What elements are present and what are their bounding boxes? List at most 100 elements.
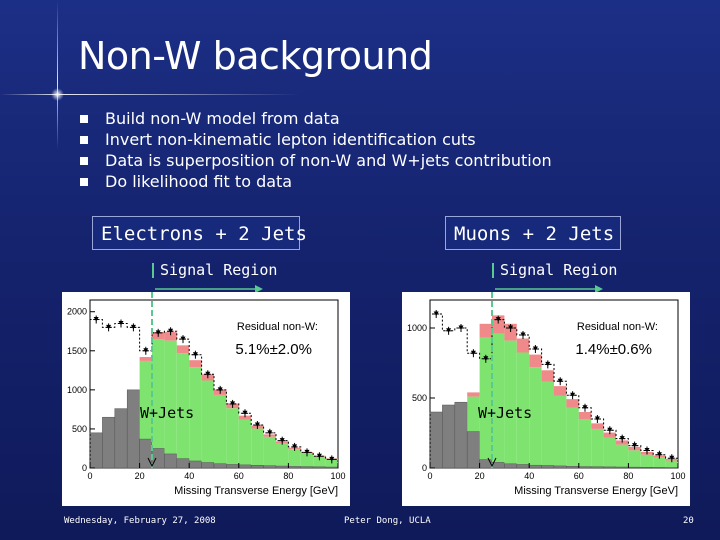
x-axis-label: Missing Transverse Energy [GeV] xyxy=(514,485,678,497)
data-point xyxy=(279,436,286,445)
footer-date: Wednesday, February 27, 2008 xyxy=(64,516,216,526)
wjets-bar xyxy=(288,449,301,467)
non-w-bar xyxy=(652,467,666,469)
data-point-marker xyxy=(93,317,99,322)
x-tick-label: 20 xyxy=(135,471,145,481)
y-tick-label: 500 xyxy=(412,393,427,403)
data-point xyxy=(631,441,638,450)
wjets-bar xyxy=(479,337,492,460)
non-w-bar xyxy=(226,464,240,469)
data-point-marker xyxy=(130,324,136,330)
non-w-bar xyxy=(479,459,493,469)
bullet-text: Data is superposition of non-W and W+jet… xyxy=(105,151,552,170)
wjets-bar xyxy=(504,340,517,464)
non-w-bar xyxy=(176,458,190,469)
data-point-marker xyxy=(118,320,124,326)
electrons-header-box: Electrons + 2 Jets xyxy=(92,216,307,250)
data-point xyxy=(507,324,514,332)
non-w-bar xyxy=(263,465,277,469)
y-tick-label: 2000 xyxy=(67,307,87,317)
wjets-bar xyxy=(176,353,190,459)
data-point-marker xyxy=(644,448,650,453)
bullet-item: Build non-W model from data xyxy=(80,108,552,129)
residual-non-w-label: Residual non-W: xyxy=(237,321,318,333)
wjets-bar xyxy=(152,339,165,449)
data-point xyxy=(105,323,112,332)
data-point-marker xyxy=(304,449,310,455)
data-outline xyxy=(429,313,679,468)
y-tick-label: 1000 xyxy=(407,323,427,333)
data-point-marker xyxy=(508,325,514,330)
wjets-bar xyxy=(251,428,264,466)
x-tick-label: 0 xyxy=(427,471,432,481)
signal-region-arrow-electrons xyxy=(155,285,263,293)
data-point xyxy=(520,331,526,339)
footer-page-number: 20 xyxy=(683,516,694,526)
non-w-bar xyxy=(454,401,468,469)
wjets-bar xyxy=(516,352,530,465)
data-point xyxy=(433,310,440,318)
non-w-bar xyxy=(640,467,654,469)
data-point-marker xyxy=(329,456,335,462)
data-point-marker xyxy=(470,350,476,356)
wjets-bar xyxy=(189,367,202,461)
other-background-bar xyxy=(591,423,604,429)
x-tick-label: 80 xyxy=(283,471,293,481)
cut-marker-icon xyxy=(147,457,157,468)
data-point-marker xyxy=(254,422,260,428)
wjets-bar xyxy=(640,454,654,468)
decorative-sparkle-icon xyxy=(51,88,64,101)
other-background-bar xyxy=(578,412,592,419)
data-point xyxy=(180,335,186,344)
non-w-bar xyxy=(188,460,202,469)
other-background-bar xyxy=(238,415,252,420)
non-w-bar xyxy=(275,465,289,469)
wjets-bar xyxy=(226,408,239,465)
wjets-bar xyxy=(529,367,542,466)
data-point xyxy=(544,360,551,369)
bullet-item: Invert non-kinematic lepton identificati… xyxy=(80,129,552,150)
non-w-bar xyxy=(213,463,227,469)
data-point-marker xyxy=(106,324,112,330)
residual-non-w-value: 5.1%±2.0% xyxy=(235,341,312,358)
non-w-bar xyxy=(541,465,555,469)
other-background-bar xyxy=(516,338,530,353)
x-tick-label: 0 xyxy=(87,471,92,481)
wjets-bar xyxy=(263,436,276,466)
data-point xyxy=(291,442,298,451)
x-axis-label: Missing Transverse Energy [GeV] xyxy=(174,485,338,497)
y-tick-label: 1000 xyxy=(67,385,87,395)
non-w-bar xyxy=(300,466,314,469)
non-w-bar xyxy=(504,463,518,469)
data-point xyxy=(482,354,489,363)
non-w-bar xyxy=(238,464,252,469)
data-point-marker xyxy=(192,352,198,357)
other-background-bar xyxy=(541,370,554,382)
data-point-marker xyxy=(582,405,588,410)
signal-region-tick-muons xyxy=(492,263,494,278)
data-point xyxy=(229,399,236,408)
data-point xyxy=(217,385,224,394)
non-w-bar xyxy=(442,404,456,469)
x-tick-label: 40 xyxy=(184,471,194,481)
data-point xyxy=(316,452,323,461)
wjets-bar xyxy=(665,460,678,468)
data-point xyxy=(93,315,100,324)
x-tick-label: 20 xyxy=(475,471,485,481)
data-point-marker xyxy=(669,455,675,461)
data-point xyxy=(569,391,576,400)
wjets-bar xyxy=(616,444,629,468)
wjets-bar xyxy=(300,453,314,467)
signal-region-label-muons: Signal Region xyxy=(500,261,618,279)
non-w-bar xyxy=(516,464,530,469)
data-point-marker xyxy=(433,311,439,316)
bullet-item: Data is superposition of non-W and W+jet… xyxy=(80,150,552,171)
footer-author: Peter Dong, UCLA xyxy=(344,516,431,526)
other-background-bar xyxy=(176,345,190,354)
data-point-marker xyxy=(316,453,322,459)
non-w-bar xyxy=(466,431,480,469)
signal-region-arrow-muons xyxy=(495,285,603,293)
non-w-bar xyxy=(89,432,103,469)
non-w-bar xyxy=(429,411,443,469)
